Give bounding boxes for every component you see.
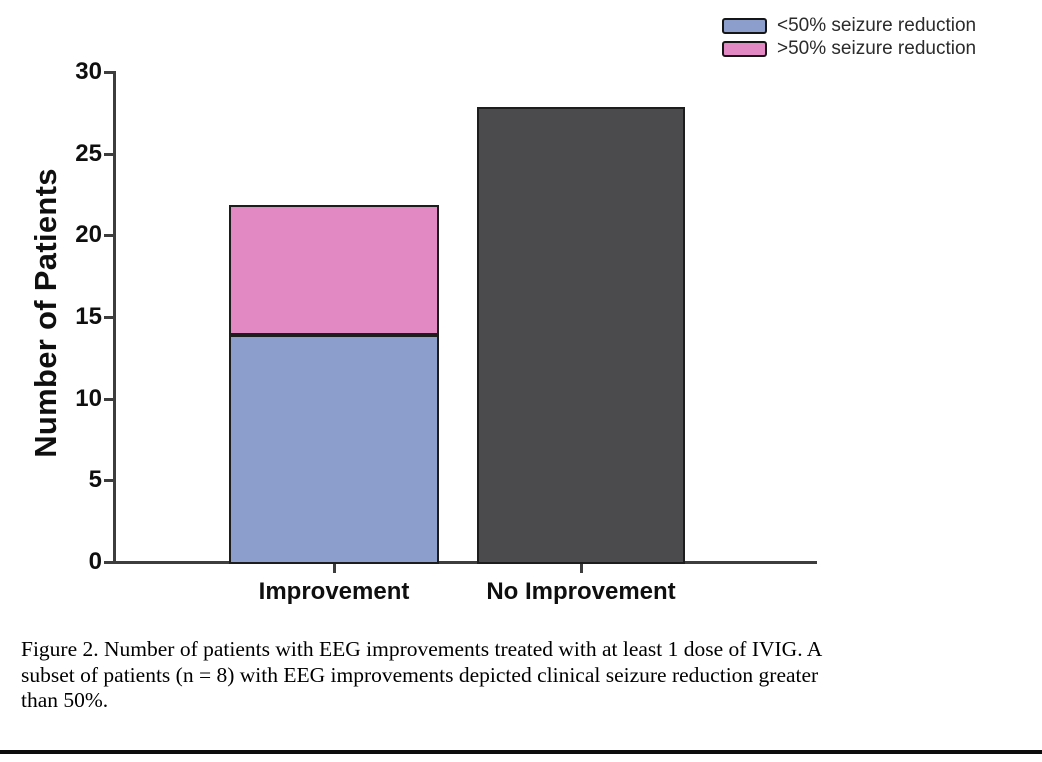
x-tick <box>332 564 336 573</box>
x-axis-line <box>113 561 817 564</box>
legend-entry-0: <50% seizure reduction <box>722 15 976 37</box>
y-tick-label: 25 <box>75 139 102 167</box>
y-tick-label: 30 <box>75 58 102 85</box>
legend: <50% seizure reduction >50% seizure reduc… <box>722 15 976 60</box>
y-tick <box>104 316 113 319</box>
y-axis-line <box>113 71 116 564</box>
y-tick <box>104 397 113 401</box>
x-tick-label-0: Improvement <box>258 578 410 605</box>
bar-1-segment-0 <box>477 106 685 564</box>
legend-label: <50% seizure reduction <box>777 15 977 36</box>
x-tick <box>579 564 583 573</box>
bar-0-segment-0 <box>229 335 439 564</box>
legend-entry-1: >50% seizure reduction <box>722 38 976 60</box>
x-tick-label-1: No Improvement <box>486 578 676 605</box>
caption-line: Figure 2. Number of patients with EEG im… <box>21 637 823 661</box>
y-tick-label: 0 <box>88 548 102 575</box>
plot-area: Number of Patients 0 5 10 15 20 25 30 Improvem… <box>28 58 817 605</box>
caption-line: than 50%. <box>21 688 109 712</box>
bottom-divider <box>0 750 1042 754</box>
y-tick-label: 20 <box>75 221 102 249</box>
caption-line: subset of patients (n = 8) with EEG impr… <box>21 662 819 687</box>
y-tick-label: 10 <box>75 384 102 412</box>
y-tick-label: 15 <box>75 303 102 330</box>
y-tick <box>104 561 113 564</box>
y-tick <box>104 234 113 238</box>
legend-swatch-icon <box>722 18 767 34</box>
bar-0-segment-1 <box>229 204 439 336</box>
legend-label: >50% seizure reduction <box>777 38 977 59</box>
figure-caption: Figure 2. Number of patients with EEG im… <box>21 637 1001 714</box>
y-tick <box>104 152 113 156</box>
y-tick-label: 5 <box>88 466 102 494</box>
legend-swatch-icon <box>722 41 767 57</box>
y-tick <box>104 479 113 483</box>
y-tick <box>104 71 113 74</box>
